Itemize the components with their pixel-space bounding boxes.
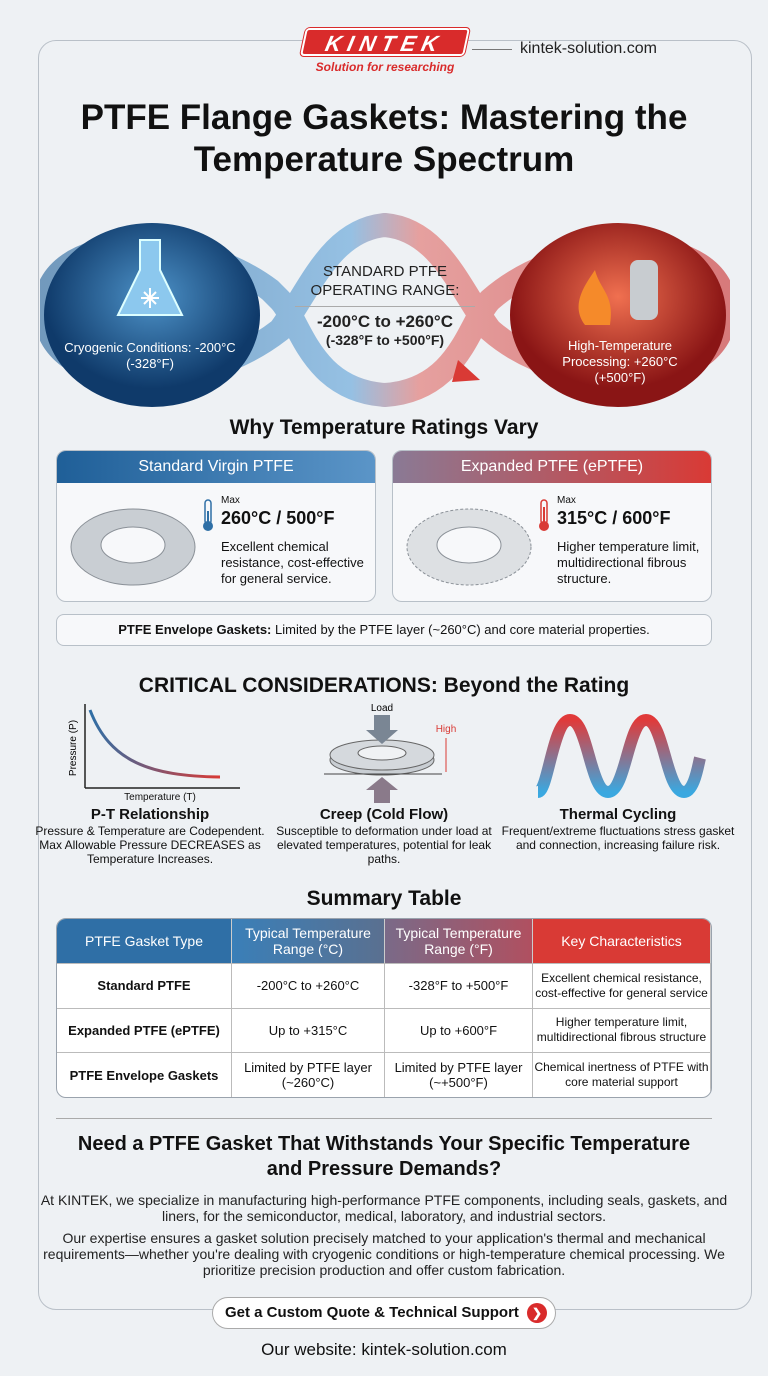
cell: -328°F to +500°F: [385, 963, 533, 1008]
critical-heading: CRITICAL CONSIDERATIONS: Beyond the Rati…: [138, 674, 630, 697]
envelope-text: Limited by the PTFE layer (~260°C) and c…: [271, 622, 650, 637]
cell: Standard PTFE: [57, 963, 232, 1008]
cta-paragraph-2: Our expertise ensures a gasket solution …: [43, 1230, 725, 1278]
cell: Expanded PTFE (ePTFE): [57, 1007, 232, 1053]
cell: Up to +315°C: [232, 1007, 385, 1053]
table-header-row: PTFE Gasket Type Typical Temperature Ran…: [57, 919, 711, 963]
x-axis-label: Temperature (T): [124, 792, 196, 803]
why-heading: Why Temperature Ratings Vary: [229, 416, 539, 439]
cta-heading: Need a PTFE Gasket That Withstands Your …: [77, 1133, 691, 1180]
cell: PTFE Envelope Gaskets: [57, 1052, 232, 1097]
max-value: 260°C / 500°F: [221, 508, 335, 528]
flame-icon: [578, 270, 612, 325]
pt-curve-graph: Pressure (P): [68, 704, 240, 789]
item-description: Susceptible to deformation under load at…: [276, 824, 492, 866]
fibrous-gasket-icon: [406, 508, 532, 586]
high-temp-circle: [510, 223, 726, 407]
item-title: P-T Relationship: [90, 806, 210, 823]
item-description: Frequent/extreme fluctuations stress gas…: [501, 824, 735, 852]
chevron-right-icon: ❯: [527, 1303, 547, 1323]
table-row: PTFE Envelope Gaskets Limited by PTFE lay…: [57, 1052, 711, 1097]
website-link[interactable]: Our website: kintek-solution.com: [261, 1340, 507, 1359]
card-standard-ptfe: Standard Virgin PTFE Max 260°C / 500°F E…: [56, 450, 376, 602]
site-url[interactable]: kintek-solution.com: [472, 40, 657, 57]
tank-icon: [630, 260, 658, 320]
divider: [56, 1118, 712, 1119]
flask-icon: [116, 239, 184, 316]
high-label: High: [436, 724, 457, 735]
temperature-spectrum-hero: Cryogenic Conditions: -200°C (-328°F) ST…: [32, 210, 738, 420]
cryogenic-label: Cryogenic Conditions: -200°C (-328°F): [64, 340, 236, 371]
range-fahrenheit: (-328°F to +500°F): [325, 332, 445, 348]
card-description: Excellent chemical resistance, cost-effe…: [221, 539, 364, 586]
logo-mark: KINTEK: [300, 28, 470, 56]
cell: Excellent chemical resistance, cost-effe…: [533, 963, 711, 1008]
max-label: Max: [221, 495, 240, 506]
cell: Chemical inertness of PTFE with core mat…: [533, 1052, 711, 1097]
operating-range: STANDARD PTFE OPERATING RANGE: -200°C to…: [295, 262, 475, 348]
cell: Limited by PTFE layer (~260°C): [232, 1052, 385, 1097]
table-heading: Summary Table: [306, 887, 462, 910]
wave-graphic: [32, 212, 738, 408]
max-label: Max: [557, 495, 576, 506]
card-title: Standard Virgin PTFE: [57, 451, 375, 483]
y-axis-label: Pressure (P): [68, 720, 79, 776]
table-row: Standard PTFE -200°C to +260°C -328°F to +…: [57, 963, 711, 1008]
creep-diagram: Load High: [324, 703, 457, 803]
solid-gasket-icon: [70, 508, 196, 586]
custom-quote-button[interactable]: Get a Custom Quote & Technical Support ❯: [212, 1297, 556, 1329]
item-title: Thermal Cycling: [559, 806, 677, 823]
button-label: Get a Custom Quote & Technical Support: [225, 1304, 519, 1321]
envelope-label: PTFE Envelope Gaskets:: [118, 622, 272, 637]
load-label: Load: [371, 703, 393, 714]
column-header: Typical Temperature Range (°F): [385, 919, 533, 963]
pt-relationship: Pressure (P) Temperature (T) P-T Relatio…: [30, 700, 270, 866]
cell: Limited by PTFE layer (~+500°F): [385, 1052, 533, 1097]
thermometer-icon: [203, 499, 213, 531]
column-header: Typical Temperature Range (°C): [232, 919, 385, 963]
cell: -200°C to +260°C: [232, 963, 385, 1008]
cell: Up to +600°F: [385, 1007, 533, 1053]
snowflake-icon: [141, 288, 159, 308]
summary-table: PTFE Gasket Type Typical Temperature Ran…: [56, 918, 712, 1098]
thermal-wave-icon: [534, 713, 706, 799]
logo-tagline: Solution for researching: [315, 60, 455, 74]
cta-paragraph-1: At KINTEK, we specialize in manufacturin…: [40, 1192, 728, 1224]
range-celsius: -200°C to +260°C: [295, 306, 475, 332]
creep: Load High Creep (Cold Flow) Susceptible …: [264, 700, 504, 866]
column-header: PTFE Gasket Type: [57, 919, 232, 963]
table-row: Expanded PTFE (ePTFE) Up to +315°C Up to +…: [57, 1007, 711, 1053]
item-title: Creep (Cold Flow): [319, 806, 449, 823]
card-description: Higher temperature limit, multidirection…: [557, 539, 700, 586]
thermometer-icon: [539, 499, 549, 531]
kintek-logo: KINTEK Solution for researching: [300, 28, 470, 76]
column-header: Key Characteristics: [533, 919, 711, 963]
max-value: 315°C / 600°F: [557, 508, 671, 528]
thermal-cycling: Thermal Cycling Frequent/extreme fluctua…: [498, 700, 738, 852]
cell: Higher temperature limit, multidirection…: [533, 1007, 711, 1053]
high-temp-label: High-Temperature Processing: +260°C (+50…: [562, 338, 678, 385]
arrow-icon: [452, 360, 480, 382]
card-expanded-ptfe: Expanded PTFE (ePTFE) Max 315°C / 600°F …: [392, 450, 712, 602]
page-title: PTFE Flange Gaskets: Mastering the Tempe…: [80, 98, 688, 179]
item-description: Pressure & Temperature are Codependent. …: [35, 824, 265, 866]
envelope-note: PTFE Envelope Gaskets: Limited by the PT…: [56, 614, 712, 646]
card-title: Expanded PTFE (ePTFE): [393, 451, 711, 483]
range-label: STANDARD PTFE OPERATING RANGE:: [310, 263, 460, 299]
